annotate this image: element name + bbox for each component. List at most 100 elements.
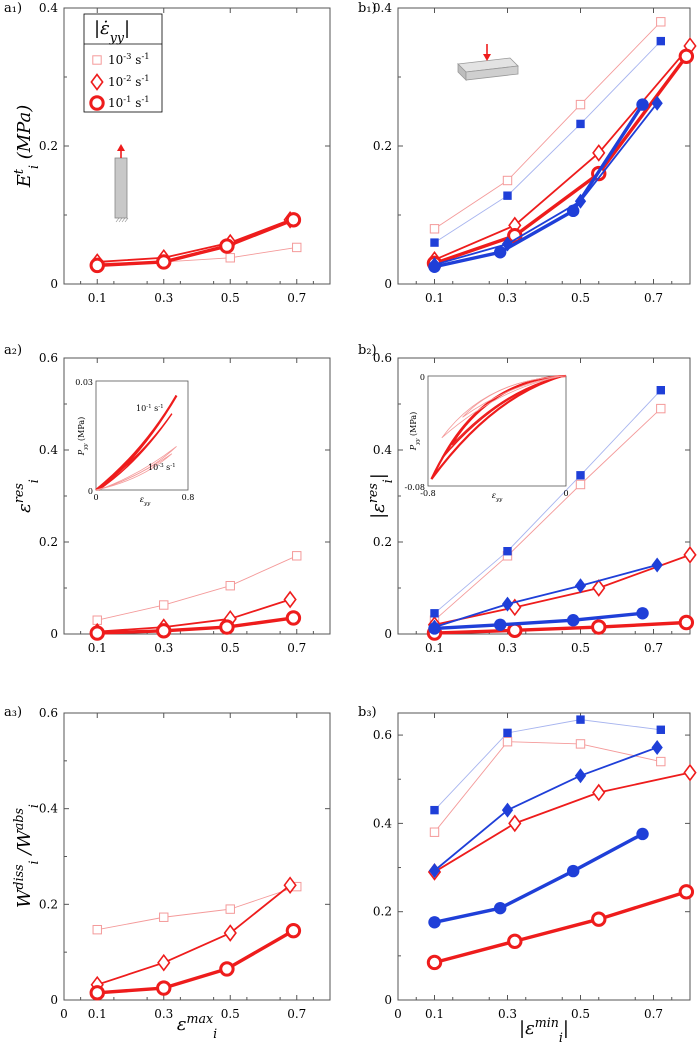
data-point-b1-3-1 — [503, 191, 511, 199]
data-point-a1-2-3 — [287, 214, 299, 226]
specimen-tension-icon — [115, 144, 128, 222]
panel-b1: 0.1 0.3 0.5 0.700.20.4b₁) — [358, 1, 696, 305]
x-tick-label-b1-3: 0.7 — [644, 291, 663, 305]
x-tick-label-a3-0: 0 — [60, 1007, 68, 1021]
data-point-b2-5-2 — [567, 614, 579, 626]
data-point-b3-2-2 — [593, 913, 605, 925]
data-point-a3-2-0 — [91, 987, 103, 999]
data-point-a1-0-3 — [293, 243, 301, 251]
series-line-a3-1 — [97, 885, 290, 984]
inset-a2-ylabel: Pyy (MPa) — [77, 417, 89, 457]
y-tick-label-b1-0: 0 — [384, 277, 392, 291]
legend-marker-2 — [91, 97, 103, 109]
y-axis-label-b2: |εresi| — [365, 473, 395, 519]
data-point-b3-0-2 — [576, 740, 584, 748]
data-point-b3-3-3 — [657, 726, 665, 734]
series-line-b3-5 — [435, 834, 643, 922]
data-point-b2-0-3 — [657, 404, 665, 412]
x-tick-label-b2-0: 0.1 — [425, 641, 444, 655]
data-point-b2-2-3 — [680, 616, 692, 628]
data-point-b3-5-2 — [567, 865, 579, 877]
series-line-b3-1 — [435, 773, 691, 872]
inset-b2-frame — [428, 376, 566, 486]
x-tick-label-b3-0: 0 — [394, 1007, 402, 1021]
x-tick-label-a2-1: 0.3 — [154, 641, 173, 655]
y-tick-label-a1-1: 0.2 — [39, 139, 58, 153]
data-point-b2-3-1 — [503, 547, 511, 555]
x-tick-label-b2-3: 0.7 — [644, 641, 663, 655]
data-point-a3-2-1 — [158, 982, 170, 994]
inset-b2-xtick-0: -0.8 — [420, 489, 435, 498]
y-tick-label-a3-3: 0.6 — [39, 706, 58, 720]
data-point-a3-1-2 — [225, 926, 236, 941]
y-tick-label-b2-1: 0.2 — [373, 535, 392, 549]
data-point-a1-2-0 — [91, 259, 103, 271]
x-tick-label-a3-4: 0.7 — [287, 1007, 306, 1021]
tension-arrow-head — [117, 144, 125, 151]
y-tick-label-a2-3: 0.6 — [39, 351, 58, 365]
y-tick-label-a1-0: 0 — [50, 277, 58, 291]
figure: 0.1 0.3 0.5 0.700.20.4a₁)0.1 0.3 0.5 0.700.20.… — [0, 0, 699, 1053]
y-tick-label-a3-1: 0.2 — [39, 897, 58, 911]
series-line-a2-1 — [97, 600, 290, 632]
panel-label-b2: b₂) — [358, 343, 377, 358]
data-point-b3-4-1 — [502, 803, 513, 818]
y-tick-label-b3-1: 0.2 — [373, 905, 392, 919]
data-point-a1-2-2 — [221, 240, 233, 252]
data-point-b3-1-2 — [593, 785, 604, 800]
inset-b2-xlabel: εyy — [492, 491, 503, 503]
data-point-b1-0-0 — [430, 225, 438, 233]
data-point-b2-2-2 — [593, 621, 605, 633]
data-point-a2-2-0 — [91, 627, 103, 639]
data-point-a3-0-2 — [226, 905, 234, 913]
data-point-b3-4-2 — [575, 768, 586, 783]
x-tick-label-a2-3: 0.7 — [287, 641, 306, 655]
panel-label-b1: b₁) — [358, 1, 377, 16]
data-point-a3-0-1 — [160, 913, 168, 921]
hatch — [125, 218, 128, 222]
y-axis-label-a2: εresi — [11, 479, 41, 513]
inset-b2-ytick-0: 0 — [420, 373, 425, 382]
data-point-b3-3-2 — [576, 715, 584, 723]
series-line-a2-2 — [97, 618, 293, 633]
data-point-b1-3-2 — [576, 120, 584, 128]
inset-a2-ytick-1: 0.03 — [75, 378, 93, 387]
series-line-a3-0 — [97, 887, 297, 930]
y-tick-label-a1-2: 0.4 — [39, 1, 58, 15]
x-tick-label-a1-3: 0.7 — [287, 291, 306, 305]
axes-frame-b3 — [398, 713, 690, 1000]
data-point-a2-0-1 — [160, 601, 168, 609]
inset-a2-xtick-1: 0.8 — [182, 493, 195, 502]
y-tick-label-b1-1: 0.2 — [373, 139, 392, 153]
data-point-b3-3-0 — [430, 806, 438, 814]
x-tick-label-b3-2: 0.3 — [498, 1007, 517, 1021]
data-point-b1-5-2 — [567, 205, 579, 217]
series-line-a1-2 — [97, 220, 293, 266]
data-point-b2-2-1 — [509, 624, 521, 636]
axes-frame-b1 — [398, 8, 690, 284]
x-tick-label-b1-2: 0.5 — [571, 291, 590, 305]
data-point-a2-0-2 — [226, 582, 234, 590]
y-tick-label-a3-0: 0 — [50, 993, 58, 1007]
x-tick-label-a3-2: 0.3 — [154, 1007, 173, 1021]
inset-b2-ylabel: Pyy (MPa) — [409, 412, 421, 452]
data-point-a1-0-2 — [226, 254, 234, 262]
y-tick-label-a3-2: 0.4 — [39, 802, 58, 816]
panel-label-a2: a₂) — [4, 343, 22, 358]
data-point-b3-2-3 — [680, 886, 692, 898]
data-point-b3-0-1 — [503, 738, 511, 746]
series-line-b1-4 — [435, 103, 658, 264]
hatch — [122, 218, 125, 222]
data-point-b1-2-3 — [680, 50, 692, 62]
inset-a2-ytick-0: 0 — [88, 487, 93, 496]
panel-a1: 0.1 0.3 0.5 0.700.20.4a₁) — [4, 1, 330, 305]
panel-a3: 0 0.1 0.3 0.5 0.700.20.40.6a₃) — [4, 705, 330, 1021]
x-tick-label-b1-1: 0.3 — [498, 291, 517, 305]
x-tick-label-b2-2: 0.5 — [571, 641, 590, 655]
data-point-b2-5-0 — [428, 622, 440, 634]
data-point-b3-0-0 — [430, 828, 438, 836]
x-tick-label-a2-2: 0.5 — [221, 641, 240, 655]
y-tick-label-a2-1: 0.2 — [39, 535, 58, 549]
data-point-a3-2-2 — [221, 963, 233, 975]
y-axis-label-a1: Eti (MPa) — [11, 105, 41, 188]
